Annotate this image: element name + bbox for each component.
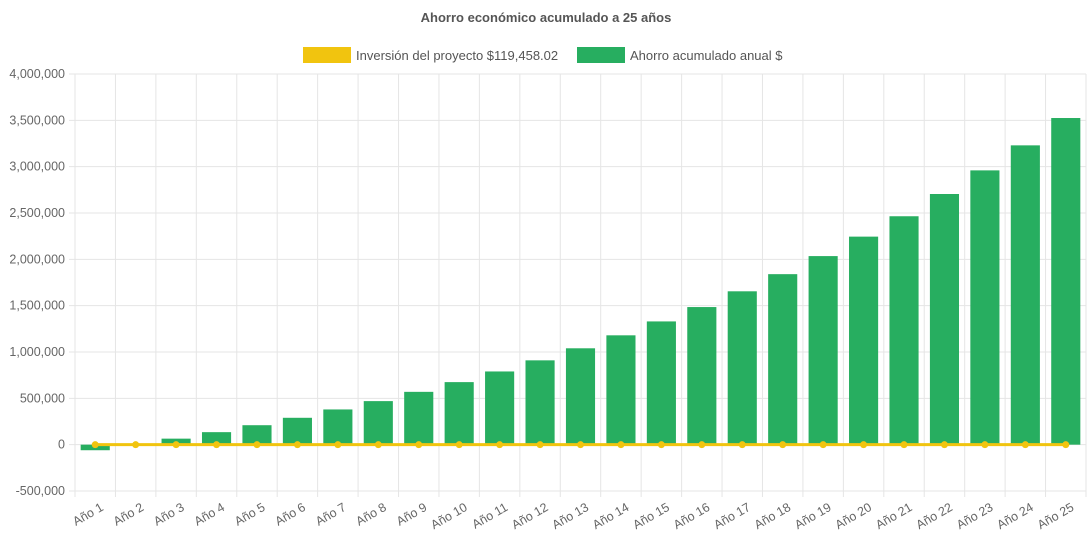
investment-point[interactable] (698, 441, 706, 449)
x-tick-label: Año 15 (631, 500, 672, 532)
y-tick-label: -500,000 (16, 484, 65, 498)
investment-point[interactable] (172, 441, 180, 449)
legend-item-savings[interactable]: Ahorro acumulado anual $ (577, 47, 783, 63)
investment-point[interactable] (657, 441, 665, 449)
x-tick-label: Año 12 (509, 500, 550, 532)
bar-savings[interactable] (929, 194, 960, 445)
investment-point[interactable] (253, 441, 261, 449)
investment-point[interactable] (334, 441, 342, 449)
investment-point[interactable] (738, 441, 746, 449)
y-tick-label: 1,500,000 (9, 299, 65, 313)
x-axis-ticks: Año 1 Año 2 Año 3 Año 4 Año 5 Año 6 Año 7 Año 8… (70, 500, 1076, 532)
investment-point[interactable] (132, 441, 140, 449)
x-tick-label: Año 23 (954, 500, 995, 532)
x-tick-label: Año 18 (752, 500, 793, 532)
y-tick-label: 3,000,000 (9, 160, 65, 174)
x-tick-label: Año 6 (273, 500, 308, 528)
bar-savings[interactable] (201, 432, 232, 445)
bar-savings[interactable] (525, 360, 555, 445)
investment-point[interactable] (1021, 441, 1029, 449)
x-tick-label: Año 17 (711, 500, 752, 532)
y-axis-ticks: 4,000,000 3,500,000 3,000,000 2,500,000 2,00… (9, 67, 65, 498)
investment-point[interactable] (981, 441, 989, 449)
investment-point[interactable] (1062, 441, 1070, 449)
legend-swatch-savings (577, 47, 625, 63)
x-tick-label: Año 21 (873, 500, 914, 532)
investment-point[interactable] (900, 441, 908, 449)
bar-savings[interactable] (485, 371, 515, 445)
line-series (91, 441, 1070, 449)
y-tick-label: 4,000,000 (9, 67, 65, 81)
x-tick-label: Año 13 (550, 500, 591, 532)
bar-savings[interactable] (606, 335, 636, 445)
x-tick-label: Año 8 (354, 500, 389, 528)
bar-savings[interactable] (404, 391, 434, 445)
x-tick-label: Año 2 (111, 500, 146, 528)
bar-savings[interactable] (242, 425, 272, 445)
bar-savings[interactable] (282, 417, 312, 445)
bar-savings[interactable] (1051, 118, 1081, 445)
investment-point[interactable] (860, 441, 868, 449)
bar-savings[interactable] (808, 256, 838, 445)
x-tick-label: Año 16 (671, 500, 712, 532)
x-tick-label: Año 22 (914, 500, 955, 532)
bar-series (80, 118, 1081, 451)
legend-item-investment[interactable]: Inversión del proyecto $119,458.02 (303, 47, 558, 63)
investment-point[interactable] (293, 441, 301, 449)
bar-savings[interactable] (565, 348, 596, 445)
bar-savings[interactable] (363, 401, 393, 445)
bar-savings[interactable] (849, 236, 879, 445)
investment-point[interactable] (819, 441, 827, 449)
x-tick-label: Año 14 (590, 500, 631, 532)
grid-lines (69, 73, 1087, 497)
investment-point[interactable] (496, 441, 504, 449)
y-tick-label: 3,500,000 (9, 113, 65, 127)
investment-point[interactable] (91, 441, 99, 449)
x-tick-label: Año 5 (232, 500, 267, 528)
investment-point[interactable] (940, 441, 948, 449)
y-tick-label: 0 (58, 438, 65, 452)
investment-point[interactable] (374, 441, 382, 449)
x-tick-label: Año 3 (151, 500, 186, 528)
y-tick-label: 2,000,000 (9, 252, 65, 266)
legend-swatch-investment (303, 47, 351, 63)
bar-savings[interactable] (889, 216, 919, 445)
legend-label-investment: Inversión del proyecto $119,458.02 (356, 48, 558, 63)
bar-savings[interactable] (646, 321, 676, 445)
bar-savings[interactable] (687, 307, 717, 445)
investment-point[interactable] (536, 441, 544, 449)
y-tick-label: 500,000 (20, 391, 65, 405)
x-tick-label: Año 9 (394, 500, 429, 528)
bar-savings[interactable] (768, 274, 798, 445)
investment-point[interactable] (213, 441, 221, 449)
x-tick-label: Año 10 (428, 500, 469, 532)
investment-point[interactable] (617, 441, 625, 449)
bar-savings[interactable] (970, 170, 1000, 445)
x-tick-label: Año 1 (70, 500, 105, 528)
investment-point[interactable] (779, 441, 787, 449)
x-tick-label: Año 25 (1035, 500, 1076, 532)
y-tick-label: 1,000,000 (9, 345, 65, 359)
x-tick-label: Año 4 (192, 500, 227, 528)
bar-savings[interactable] (727, 291, 757, 445)
investment-point[interactable] (455, 441, 463, 449)
x-tick-label: Año 24 (995, 500, 1036, 532)
y-tick-label: 2,500,000 (9, 206, 65, 220)
chart-legend: Inversión del proyecto $119,458.02 Ahorr… (303, 47, 783, 63)
x-tick-label: Año 11 (470, 500, 511, 531)
investment-point[interactable] (415, 441, 423, 449)
bar-savings[interactable] (1010, 145, 1040, 445)
bar-savings[interactable] (444, 382, 474, 445)
x-tick-label: Año 7 (313, 500, 348, 528)
x-tick-label: Año 20 (833, 500, 874, 532)
chart-title: Ahorro económico acumulado a 25 años (421, 10, 672, 25)
x-tick-label: Año 19 (792, 500, 833, 532)
bar-savings[interactable] (323, 409, 353, 445)
investment-point[interactable] (577, 441, 584, 449)
legend-label-savings: Ahorro acumulado anual $ (630, 48, 783, 63)
